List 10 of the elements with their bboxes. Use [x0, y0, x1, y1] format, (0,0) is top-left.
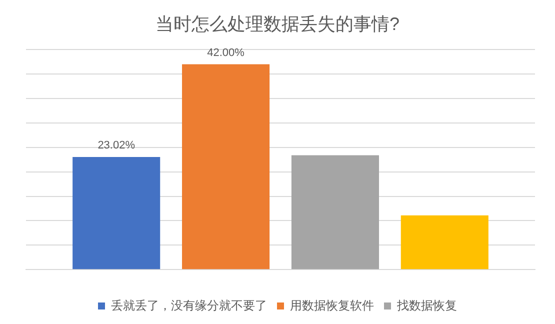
bar — [182, 64, 270, 270]
legend-label: 找数据恢复 — [396, 298, 457, 312]
bar — [291, 155, 379, 270]
legend-label: 用数据恢复软件 — [290, 298, 374, 312]
bar — [72, 157, 160, 270]
data-label: 42.00% — [207, 46, 245, 59]
chart-title: 当时怎么处理数据丢失的事情? — [155, 14, 400, 34]
legend-label: 丢就丢了，没有缘分就不要了 — [111, 298, 267, 312]
data-label: 23.02% — [98, 140, 136, 152]
bar — [400, 215, 488, 270]
